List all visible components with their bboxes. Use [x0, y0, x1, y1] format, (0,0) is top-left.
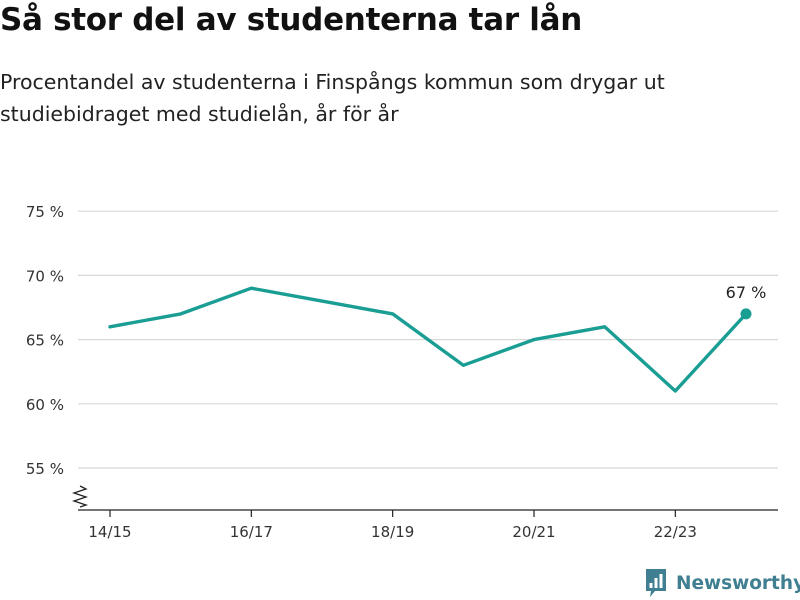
gridlines	[78, 210, 778, 469]
series: 67 %	[108, 283, 767, 393]
y-tick-label: 70 %	[26, 267, 64, 285]
x-tick-label: 20/21	[512, 523, 555, 541]
brand-name: Newsworthy	[676, 572, 800, 594]
x-tick-label: 22/23	[654, 523, 697, 541]
axes	[71, 485, 778, 517]
last-point-label: 67 %	[726, 283, 767, 302]
x-tick-label: 14/15	[88, 523, 131, 541]
brand-logo: Newsworthy	[644, 568, 800, 598]
chart-title: Så stor del av studenterna tar lån	[0, 2, 583, 38]
y-tick-label: 75 %	[26, 203, 64, 221]
newsworthy-logo-icon	[646, 569, 666, 597]
y-tick-label: 60 %	[26, 396, 64, 414]
y-tick-label: 65 %	[26, 332, 64, 350]
series-line	[108, 286, 748, 393]
y-tick-label: 55 %	[26, 460, 64, 478]
chart-subtitle: Procentandel av studenterna i Finspångs …	[0, 70, 665, 126]
x-tick-label: 16/17	[230, 523, 273, 541]
last-point-marker	[740, 308, 752, 320]
axis-break-icon	[71, 485, 89, 508]
x-tick-label: 18/19	[371, 523, 414, 541]
tick-labels: 55 % 60 % 65 % 70 % 75 % 14/15 16/17 18/19 20/21…	[26, 203, 697, 541]
